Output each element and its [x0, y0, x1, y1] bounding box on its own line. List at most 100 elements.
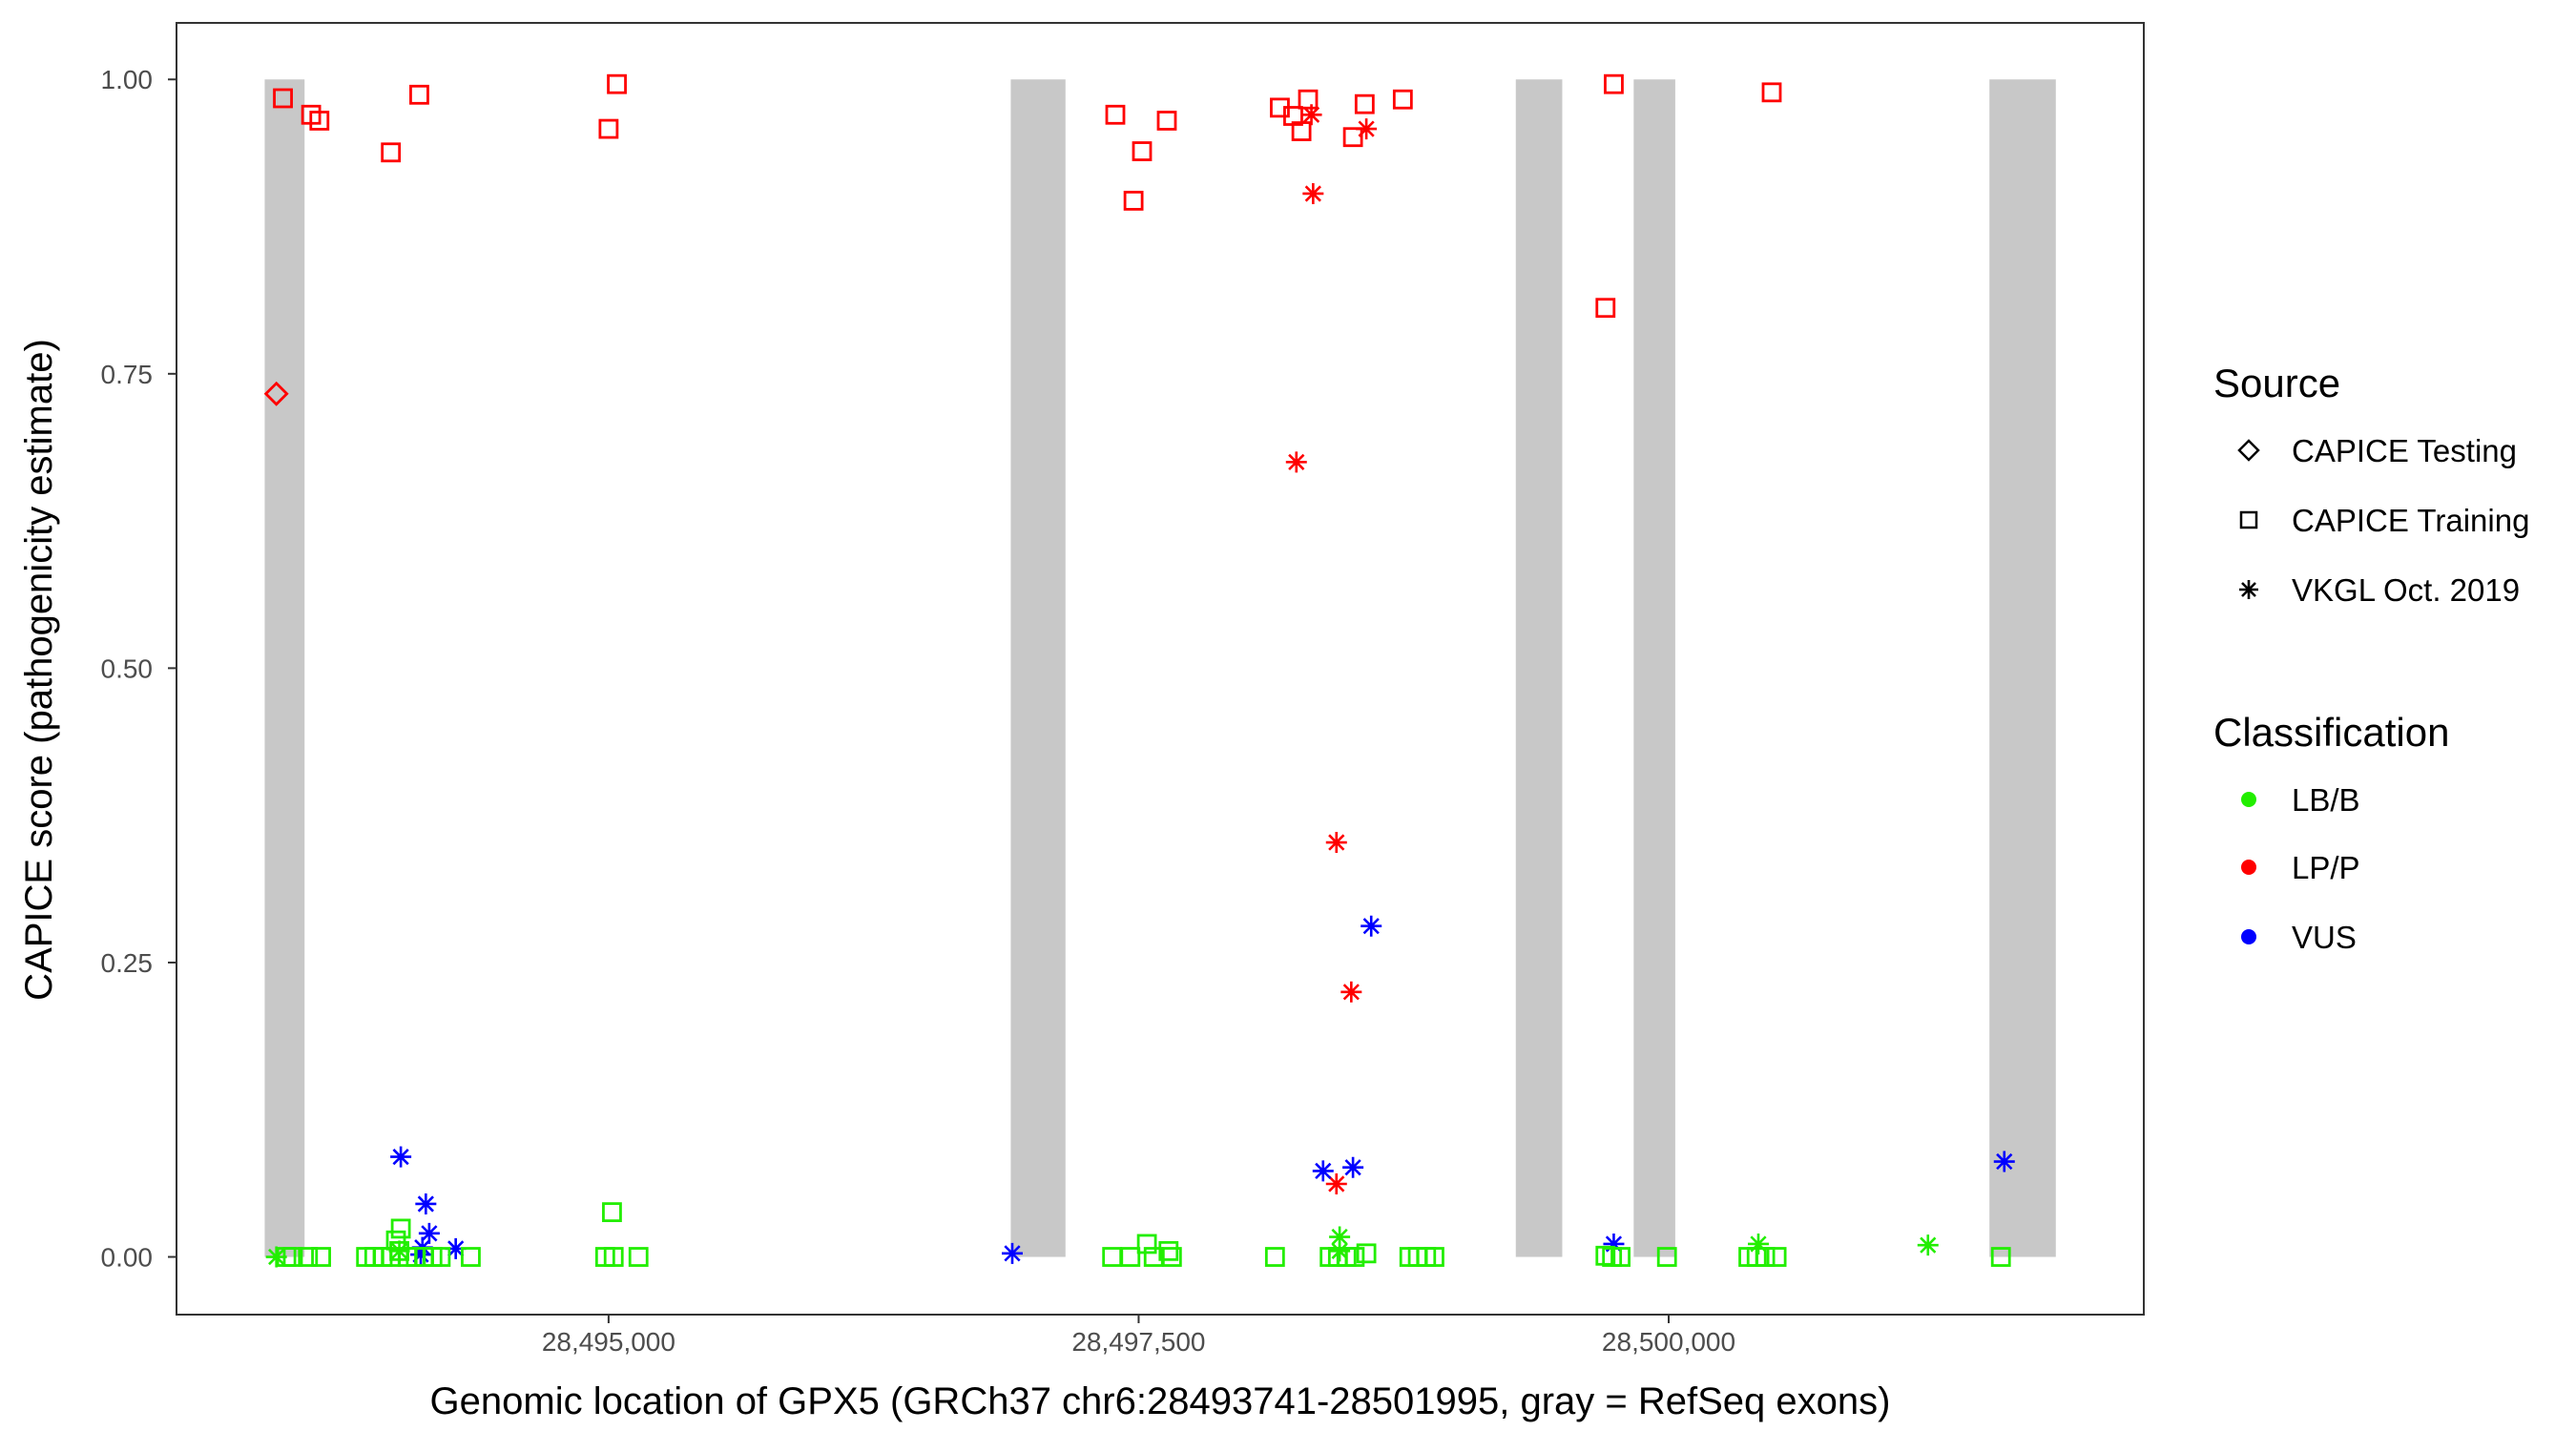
data-point-lpp [1132, 141, 1153, 161]
legend-label: VKGL Oct. 2019 [2292, 572, 2520, 608]
data-point-lpp [598, 118, 619, 139]
data-point-lbb [603, 1247, 624, 1267]
legend-label: VUS [2292, 920, 2357, 955]
data-point-lbb [298, 1247, 319, 1267]
legend-diamond-icon [2237, 439, 2260, 462]
data-point-lbb [628, 1247, 649, 1267]
legend-dot-icon [2241, 860, 2256, 875]
y-tick-label: 1.00 [101, 65, 154, 94]
data-point-lpp [1156, 111, 1177, 131]
x-axis: 28,495,000 28,497,500 28,500,000 [542, 1327, 1735, 1357]
legend-dot-icon [2241, 792, 2256, 807]
exon-band [264, 79, 305, 1257]
data-point-lbb [1917, 1234, 1939, 1256]
legend-star-icon [2239, 580, 2258, 599]
data-point-lbb [282, 1247, 303, 1267]
data-point-vus [418, 1222, 440, 1244]
data-point-lpp [1356, 118, 1378, 140]
legend-label: CAPICE Training [2292, 503, 2529, 538]
data-point-vus [1993, 1151, 2015, 1172]
data-point-lpp [309, 111, 330, 131]
data-point-lpp [381, 142, 402, 163]
y-tick-label: 0.75 [101, 360, 154, 389]
data-point-lbb [390, 1218, 411, 1239]
data-point-lpp [1340, 981, 1362, 1003]
data-point-lpp [273, 88, 293, 109]
data-point-lpp [1354, 93, 1375, 114]
data-point-lbb [1990, 1247, 2011, 1267]
data-point-lbb [430, 1247, 451, 1267]
data-point-lbb [385, 1230, 406, 1251]
data-point-lbb [1329, 1226, 1351, 1248]
data-point-lbb [1748, 1233, 1769, 1255]
data-point-vus [1002, 1242, 1023, 1264]
data-point-lpp [1595, 298, 1616, 319]
data-point-lpp [1325, 1173, 1347, 1194]
x-axis-title: Genomic location of GPX5 (GRCh37 chr6:28… [430, 1380, 1891, 1422]
data-point-lpp [1123, 190, 1144, 211]
data-point-lpp [1302, 182, 1324, 204]
data-point-lpp [1105, 104, 1126, 125]
data-point-lpp [409, 84, 429, 105]
data-point-lbb [1264, 1247, 1285, 1267]
data-point-vus [1342, 1156, 1364, 1178]
y-axis-title: CAPICE score (pathogenicity estimate) [18, 339, 60, 1001]
data-point-lbb [1766, 1247, 1787, 1267]
legend-title-source: Source [2213, 361, 2340, 405]
x-tick-label: 28,497,500 [1071, 1327, 1205, 1357]
legend-label: LB/B [2292, 782, 2360, 818]
data-point-lbb [1102, 1247, 1123, 1267]
legend-dot-icon [2241, 929, 2256, 944]
data-point-lpp [1300, 104, 1322, 126]
data-point-lpp [1392, 89, 1413, 110]
x-tick-label: 28,495,000 [542, 1327, 675, 1357]
data-point-lpp [1604, 73, 1624, 94]
data-point-lbb [1158, 1240, 1179, 1261]
data-point-lpp [1298, 89, 1319, 110]
data-point-lpp [1291, 121, 1312, 141]
data-point-lbb [311, 1247, 331, 1267]
data-point-lpp [1325, 832, 1347, 854]
exon-band [1989, 79, 2056, 1257]
x-tick-label: 28,500,000 [1602, 1327, 1735, 1357]
data-point-lbb [1120, 1247, 1141, 1267]
y-tick-label: 0.50 [101, 653, 154, 683]
data-point-vus [1603, 1233, 1625, 1255]
data-point-vus [445, 1237, 467, 1259]
legend-title-classification: Classification [2213, 710, 2449, 755]
data-point-vus [390, 1146, 412, 1168]
data-point-lpp [1285, 451, 1307, 473]
data-point-lbb [1136, 1234, 1157, 1255]
data-point-lbb [1344, 1247, 1365, 1267]
data-point-lpp [607, 73, 627, 94]
data-point-lbb [1424, 1247, 1444, 1267]
data-point-vus [1361, 915, 1382, 937]
exon-band [1010, 79, 1066, 1257]
data-point-lbb [1656, 1247, 1677, 1267]
panel-border [176, 22, 2145, 1316]
y-axis: 0.00 0.25 0.50 0.75 1.00 [101, 65, 154, 1272]
legend-square-icon [2239, 510, 2258, 529]
legend-label: LP/P [2292, 850, 2360, 885]
data-point-lpp [1761, 82, 1782, 103]
data-point-lbb [1610, 1247, 1631, 1267]
data-point-lbb [602, 1202, 622, 1223]
data-point-lpp [263, 381, 289, 406]
y-tick-label: 0.25 [101, 948, 154, 978]
data-point-vus [410, 1244, 431, 1266]
data-point-lbb [1755, 1247, 1776, 1267]
data-point-lpp [1342, 127, 1363, 148]
data-point-lbb [1161, 1247, 1182, 1267]
data-point-vus [1312, 1160, 1334, 1182]
exon-bands [264, 79, 2056, 1257]
y-tick-label: 0.00 [101, 1243, 154, 1273]
data-point-lbb [1329, 1240, 1351, 1262]
data-point-lbb [461, 1247, 481, 1267]
data-point-vus [415, 1192, 437, 1214]
exon-band [1515, 79, 1563, 1257]
data-point-lbb [265, 1246, 287, 1268]
data-points [263, 73, 2015, 1268]
legend-label: CAPICE Testing [2292, 433, 2517, 468]
legend: Source CAPICE Testing CAPICE Training VK… [2213, 361, 2529, 955]
